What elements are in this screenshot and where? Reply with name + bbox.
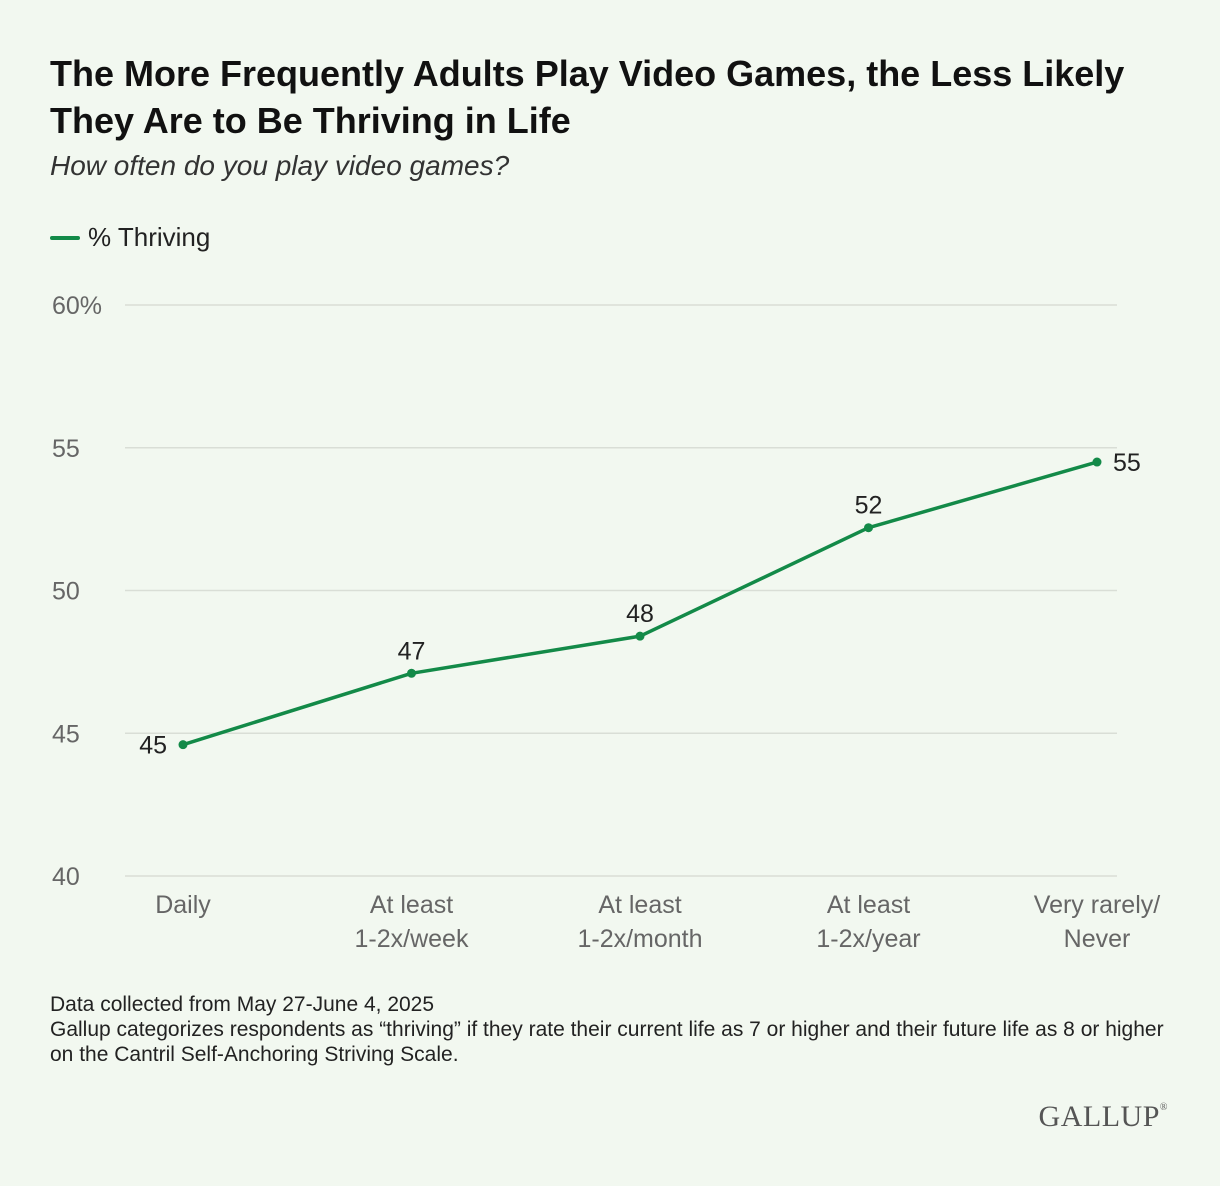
- y-tick-label-45: 45: [52, 720, 80, 748]
- footnote-date: Data collected from May 27-June 4, 2025: [50, 993, 435, 1016]
- data-point-3: [864, 523, 873, 533]
- data-point-1: [407, 668, 416, 678]
- registered-mark: ®: [1159, 1102, 1168, 1113]
- series-thriving: [178, 457, 1102, 750]
- y-tick-label-40: 40: [52, 863, 80, 891]
- footnote: Data collected from May 27-June 4, 2025 …: [50, 992, 1180, 1067]
- data-label-1: 47: [398, 637, 426, 665]
- y-axis-tick-labels: 40 45 50 55 60%: [52, 292, 102, 891]
- chart-title: The More Frequently Adults Play Video Ga…: [50, 53, 1125, 141]
- x-tick-label-2-line-1: 1-2x/month: [577, 925, 702, 953]
- y-tick-label-60: 60%: [52, 292, 102, 320]
- legend-label: % Thriving: [88, 222, 211, 252]
- legend: % Thriving: [50, 222, 210, 253]
- x-tick-label-2-line-0: At least: [598, 891, 681, 919]
- data-label-0: 45: [139, 732, 167, 760]
- data-point-2: [635, 631, 645, 641]
- x-tick-label-0-line-0: Daily: [155, 891, 211, 919]
- legend-swatch: [50, 235, 80, 240]
- x-tick-label-4-line-0: Very rarely/: [1034, 891, 1160, 919]
- data-point-0: [178, 740, 188, 750]
- data-labels: 45 47 48 52 55: [139, 449, 1141, 760]
- x-axis-tick-labels: Daily At least 1-2x/week At least 1-2x/month…: [155, 891, 1160, 953]
- data-point-4: [1092, 457, 1102, 467]
- x-tick-label-1-line-0: At least: [370, 891, 453, 919]
- y-tick-label-50: 50: [52, 578, 80, 606]
- gallup-logo-text: GALLUP: [1038, 1100, 1160, 1133]
- x-tick-label-4-line-1: Never: [1064, 925, 1131, 953]
- chart-subtitle: How often do you play video games?: [50, 150, 510, 181]
- data-label-3: 52: [855, 492, 883, 520]
- x-tick-label-1-line-1: 1-2x/week: [355, 925, 469, 953]
- x-tick-label-3-line-1: 1-2x/year: [816, 925, 920, 953]
- line-chart: 40 45 50 55 60% Daily At least 1-2x/week At lea…: [52, 292, 1160, 953]
- x-tick-label-3-line-0: At least: [827, 891, 910, 919]
- data-label-2: 48: [626, 600, 654, 628]
- gridlines: [125, 304, 1117, 877]
- y-tick-label-55: 55: [52, 435, 80, 463]
- gallup-logo: GALLUP®: [1039, 1100, 1168, 1134]
- data-label-4: 55: [1113, 449, 1141, 477]
- footnote-definition: Gallup categorizes respondents as “thriv…: [50, 1018, 1164, 1066]
